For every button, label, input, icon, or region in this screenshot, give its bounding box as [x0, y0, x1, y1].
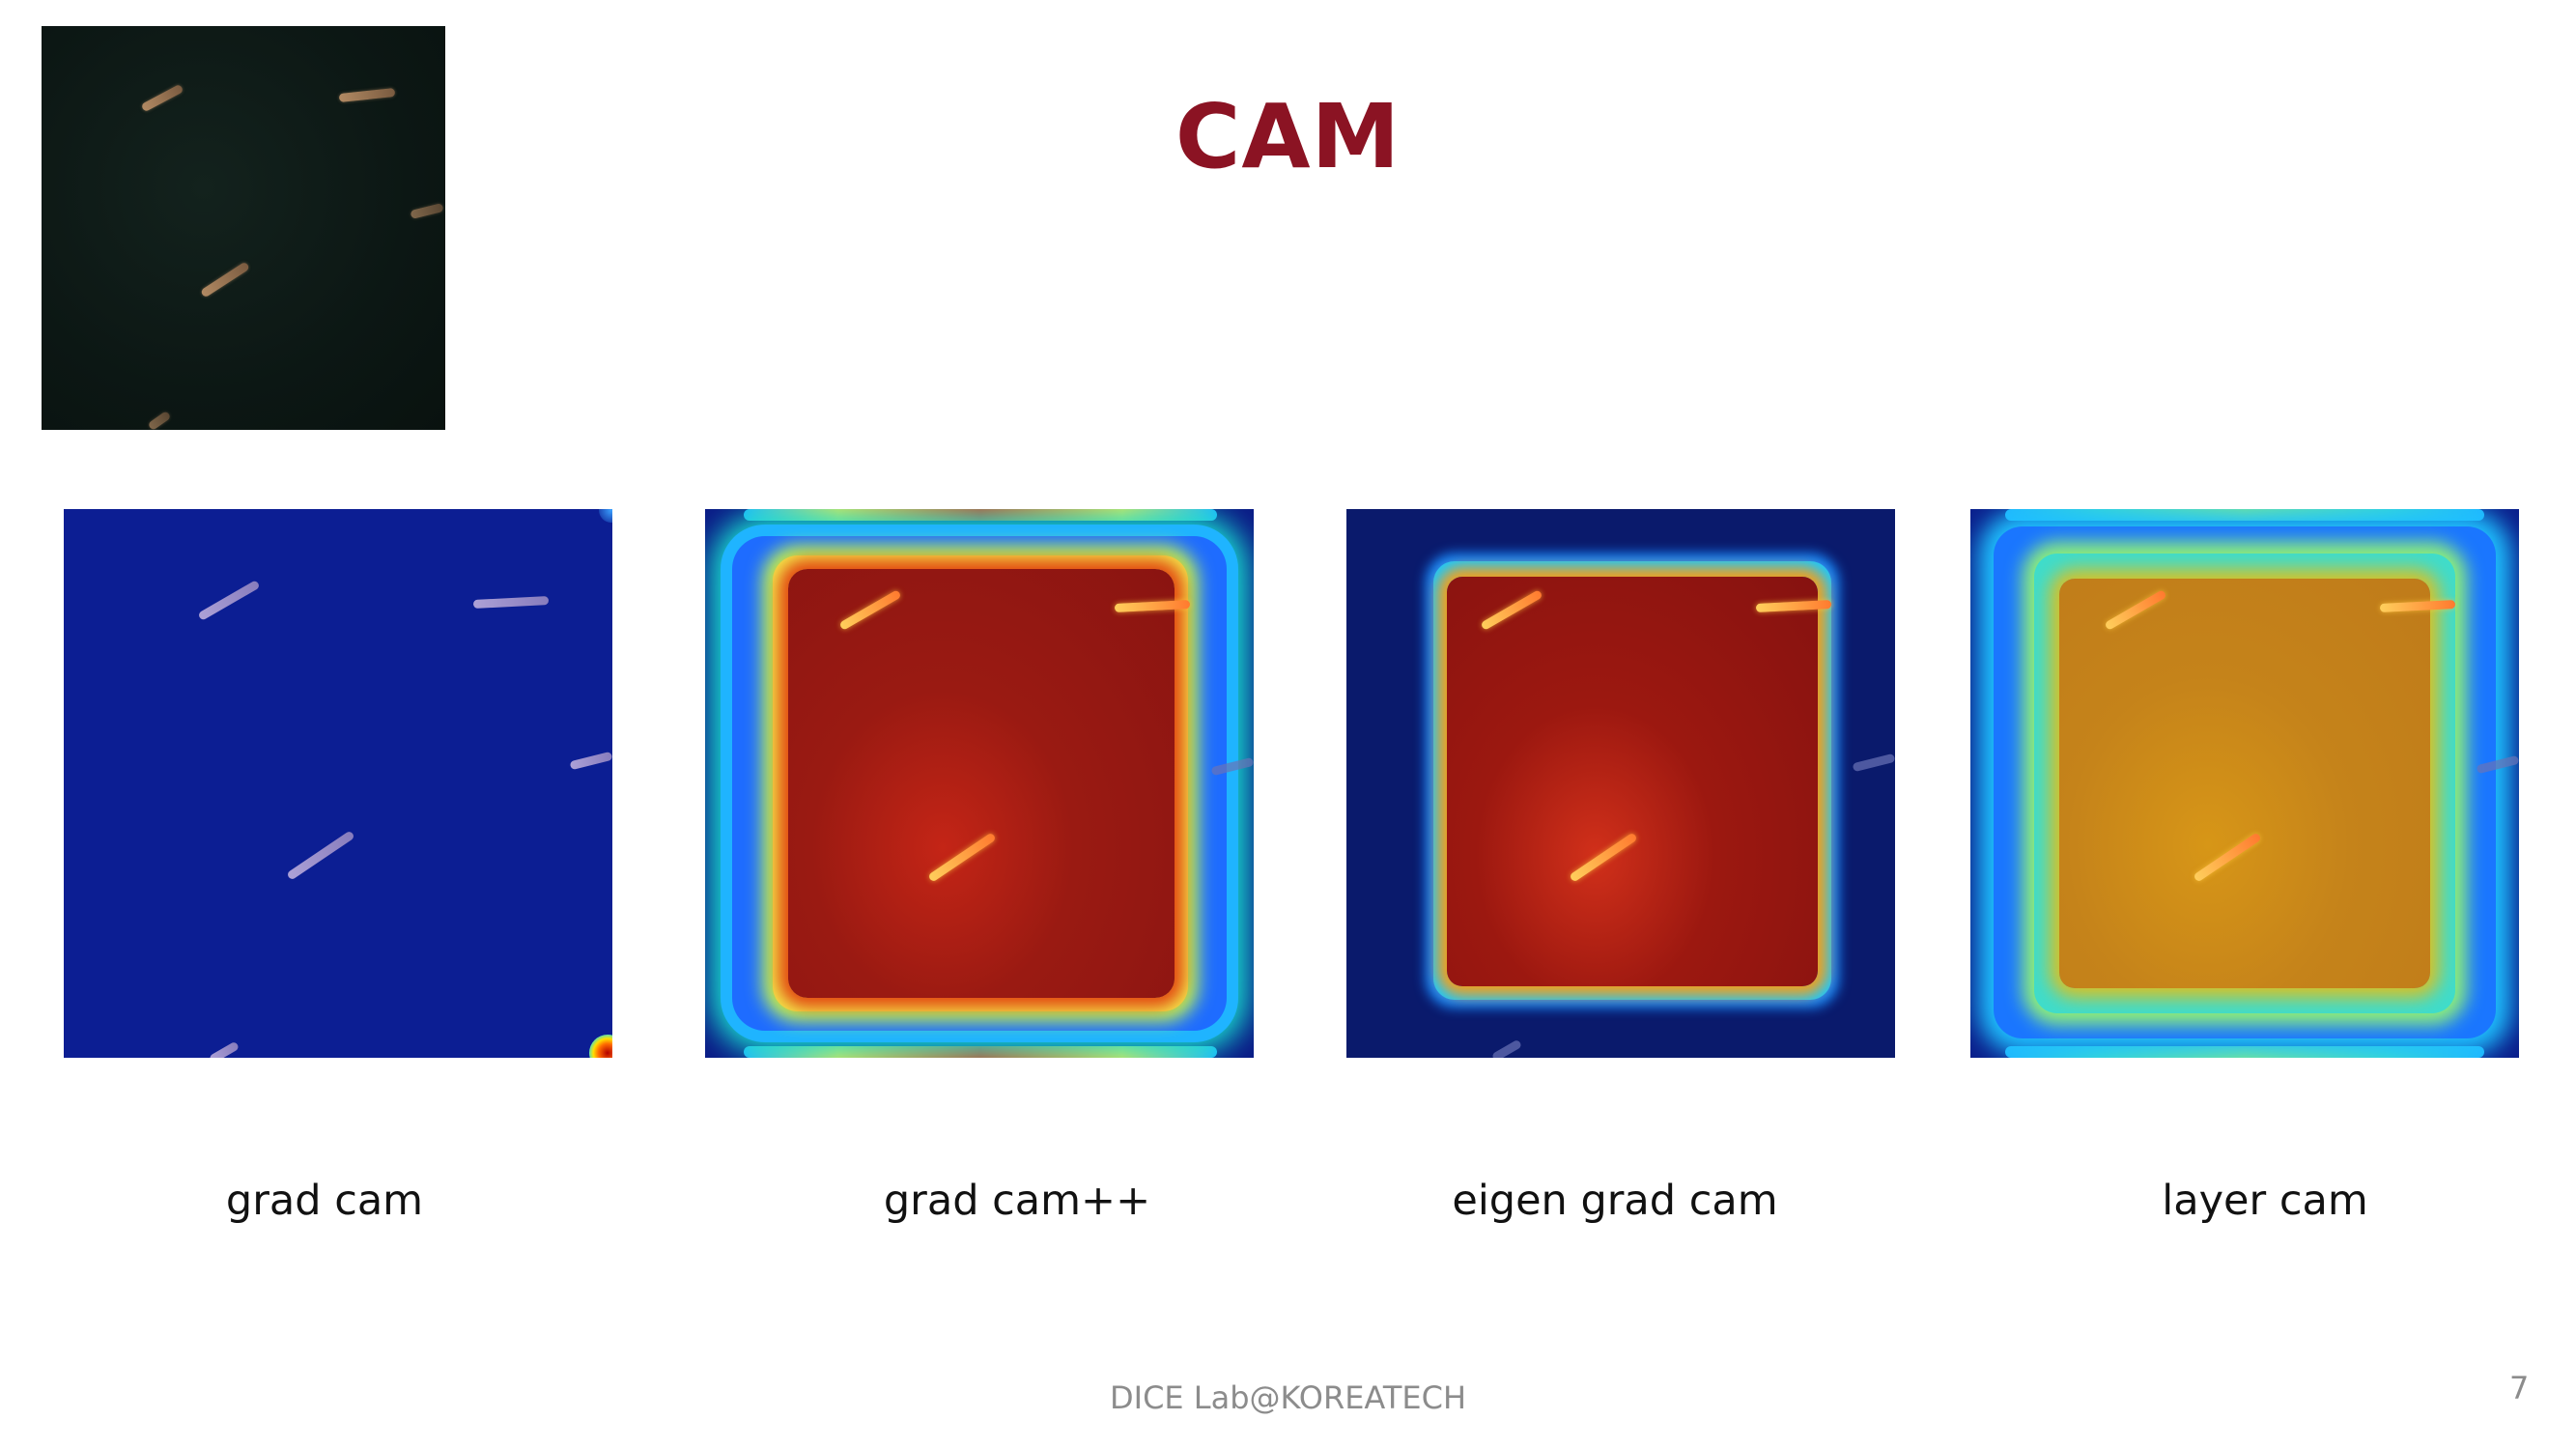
heatmap-hotspot	[589, 1035, 612, 1058]
ship-icon	[338, 87, 396, 103]
caption-grad-cam-plus-plus: grad cam++	[883, 1177, 1151, 1225]
eigen-grad-cam-heatmap	[1346, 509, 1895, 1058]
slide-title: CAM	[1175, 85, 1401, 188]
ship-icon	[410, 203, 444, 219]
heatmap-core	[1447, 577, 1818, 986]
slide-footer: DICE Lab@KOREATECH	[1109, 1379, 1466, 1416]
ship-icon	[197, 580, 261, 621]
heatmap-edge-band	[2005, 1046, 2484, 1058]
heatmap-edge-band	[2005, 509, 2484, 521]
caption-layer-cam: layer cam	[2162, 1177, 2368, 1225]
grad-cam-plus-plus-heatmap	[705, 509, 1254, 1058]
ship-icon	[200, 261, 250, 298]
ship-icon	[147, 410, 172, 430]
heatmap-edge-band	[744, 509, 1217, 521]
ship-icon	[1852, 753, 1895, 773]
caption-eigen-grad-cam: eigen grad cam	[1452, 1177, 1778, 1225]
heatmap-core	[788, 569, 1175, 998]
caption-grad-cam: grad cam	[225, 1177, 424, 1225]
ship-icon	[286, 830, 355, 881]
grad-cam-heatmap	[64, 509, 612, 1058]
heatmap-edge-band	[744, 1046, 1217, 1058]
ship-icon	[569, 751, 612, 771]
heatmap-hotspot	[599, 509, 612, 523]
layer-cam-heatmap	[1970, 509, 2519, 1058]
ship-icon	[208, 1040, 241, 1058]
ship-icon	[472, 595, 550, 610]
heatmap-core	[2059, 579, 2430, 988]
original-satellite-image	[42, 26, 445, 430]
ship-icon	[1490, 1038, 1523, 1058]
page-number: 7	[2509, 1370, 2530, 1406]
ship-icon	[140, 83, 184, 113]
